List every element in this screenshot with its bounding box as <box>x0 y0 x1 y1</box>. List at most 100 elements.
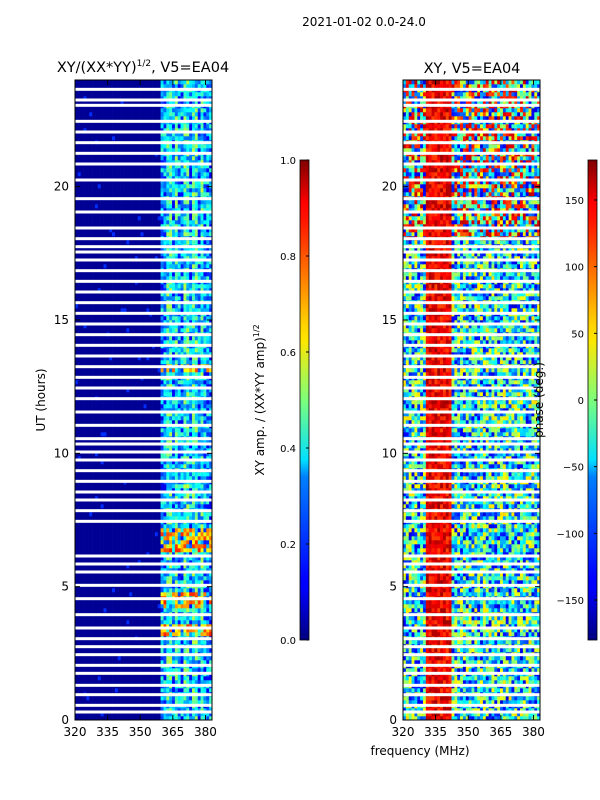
amp-cell <box>109 676 113 681</box>
amp-cell <box>143 708 147 713</box>
amp-cell <box>109 504 113 509</box>
amp-cell <box>172 688 176 693</box>
amp-cell <box>140 328 144 333</box>
amp-cell <box>163 544 167 549</box>
amp-cell <box>114 316 119 321</box>
amp-cell <box>86 360 90 365</box>
amp-cell <box>117 356 121 361</box>
amp-cell <box>206 412 210 417</box>
amp-cell <box>163 432 167 437</box>
amp-cell <box>169 348 173 353</box>
amp-cell <box>112 456 116 461</box>
amp-cell <box>169 580 173 585</box>
amp-cell <box>109 416 113 421</box>
amp-cell <box>163 420 167 425</box>
amp-cell <box>163 696 167 701</box>
amp-cell <box>180 536 184 541</box>
amp-cell <box>100 488 104 493</box>
amp-cell <box>123 356 127 361</box>
amp-cell <box>149 304 153 309</box>
amp-cell <box>209 452 213 457</box>
amp-cell <box>186 656 190 661</box>
amp-cell <box>177 484 181 489</box>
amp-cell <box>114 512 119 517</box>
amp-cell <box>94 328 99 333</box>
amp-cell <box>180 676 184 681</box>
amp-cell <box>114 348 119 353</box>
amp-cell <box>132 668 136 673</box>
amp-cell <box>143 592 147 597</box>
amp-cell <box>126 564 130 569</box>
amp-cell <box>149 544 153 549</box>
amp-cell <box>117 536 121 541</box>
amp-cell <box>146 400 150 405</box>
amp-cell <box>154 548 159 553</box>
amp-cell <box>123 352 127 357</box>
amp-cell <box>194 572 199 577</box>
amp-cell <box>92 540 96 545</box>
amp-cell <box>154 492 159 497</box>
amp-cell <box>180 516 184 521</box>
amp-cell <box>146 512 150 517</box>
amp-cell <box>86 464 90 469</box>
amp-cell <box>140 608 144 613</box>
amp-cell <box>109 316 113 321</box>
amp-cell <box>154 560 159 565</box>
amp-cell <box>120 500 124 505</box>
amp-cell <box>114 464 119 469</box>
amp-cell <box>172 352 176 357</box>
amp-cell <box>192 404 196 409</box>
amp-cell <box>197 456 201 461</box>
amp-cell <box>160 608 164 613</box>
amp-cell <box>97 620 101 625</box>
amp-cell <box>97 632 101 637</box>
amp-cell <box>123 404 127 409</box>
amp-cell <box>174 676 179 681</box>
amp-cell <box>100 572 104 577</box>
amp-cell <box>163 620 167 625</box>
amp-cell <box>75 640 79 645</box>
amp-cell <box>163 668 167 673</box>
amp-cell <box>169 632 173 637</box>
amp-cell <box>86 716 90 721</box>
amp-cell <box>120 548 124 553</box>
amp-cell <box>89 648 93 653</box>
amp-cell <box>149 352 153 357</box>
amp-cell <box>86 348 90 353</box>
amp-cell <box>94 600 99 605</box>
amp-cell <box>86 460 90 465</box>
amp-cell <box>117 628 121 633</box>
amp-cell <box>160 512 164 517</box>
amp-cell <box>77 552 81 557</box>
amp-cell <box>106 428 110 433</box>
amp-cell <box>94 632 99 637</box>
amp-cell <box>163 324 167 329</box>
amp-cell <box>194 628 199 633</box>
amp-cell <box>157 624 161 629</box>
amp-cell <box>180 348 184 353</box>
amp-cell <box>92 532 96 537</box>
amp-cell <box>97 528 101 533</box>
amp-cell <box>77 404 81 409</box>
amp-cell <box>132 444 136 449</box>
amp-cell <box>154 600 159 605</box>
amp-cell <box>97 368 101 373</box>
amp-cell <box>112 544 116 549</box>
amp-cell <box>197 400 201 405</box>
amp-cell <box>126 576 130 581</box>
amp-cell <box>154 380 159 385</box>
amp-cell <box>169 576 173 581</box>
amp-cell <box>203 696 207 701</box>
amp-cell <box>80 548 84 553</box>
amp-cell <box>80 616 84 621</box>
amp-cell <box>186 700 190 705</box>
amp-cell <box>77 708 81 713</box>
amp-cell <box>197 304 201 309</box>
amp-cell <box>126 328 130 333</box>
amp-cell <box>192 388 196 393</box>
amp-cell <box>180 488 184 493</box>
amp-cell <box>172 476 176 481</box>
amp-cell <box>75 420 79 425</box>
amp-cell <box>189 464 193 469</box>
amp-cell <box>183 492 187 497</box>
